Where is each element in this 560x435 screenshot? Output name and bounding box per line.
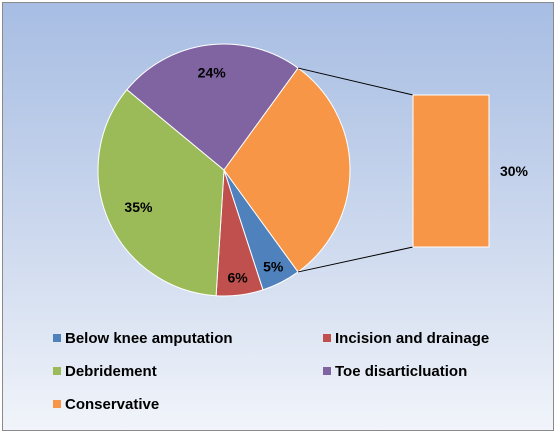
slice-conservative	[223, 67, 351, 273]
secondary-bar	[412, 94, 490, 248]
data-label-debridement: 35%	[124, 199, 153, 215]
legend-label-toe-disarticluation: Toe disarticluation	[335, 363, 467, 380]
data-label-below-knee-amputation: 5%	[263, 259, 284, 275]
legend-label-conservative: Conservative	[65, 396, 159, 413]
data-label-secondary-bar: 30%	[500, 163, 529, 179]
legend-swatch-toe-disarticluation	[323, 367, 331, 375]
chart-area: 5% 6% 35% 24% 30% Below knee amputation Incis…	[2, 2, 554, 431]
slice-debridement	[97, 88, 225, 297]
pie-of-pie-chart: 5% 6% 35% 24% 30% Below knee amputation Incis…	[53, 43, 529, 413]
slice-toe-disarticluation	[126, 43, 299, 171]
legend: Below knee amputation Incision and draina…	[53, 330, 489, 413]
legend-label-below-knee-amputation: Below knee amputation	[65, 330, 233, 347]
legend-swatch-debridement	[53, 367, 61, 375]
data-label-toe-disarticluation: 24%	[198, 64, 227, 80]
legend-label-incision-and-drainage: Incision and drainage	[335, 330, 489, 347]
secondary-bar-conservative	[412, 94, 490, 248]
legend-label-debridement: Debridement	[65, 363, 157, 380]
data-label-incision-and-drainage: 6%	[227, 270, 248, 286]
pie-slices	[97, 43, 351, 297]
connector-line-bottom	[297, 246, 414, 273]
connector-lines	[297, 67, 414, 273]
connector-line-top	[297, 67, 414, 96]
data-labels: 5% 6% 35% 24% 30%	[124, 64, 528, 285]
legend-swatch-below-knee-amputation	[53, 334, 61, 342]
legend-swatch-incision-and-drainage	[323, 334, 331, 342]
legend-swatch-conservative	[53, 400, 61, 408]
